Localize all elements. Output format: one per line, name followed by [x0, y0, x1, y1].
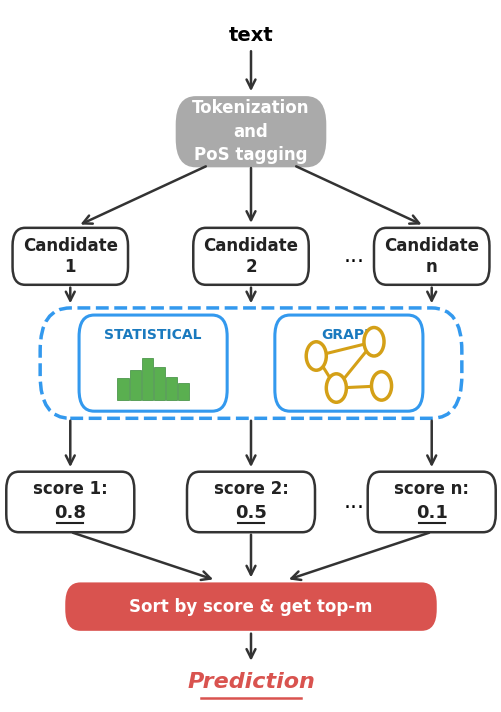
FancyBboxPatch shape	[193, 228, 308, 285]
Text: text: text	[228, 26, 273, 45]
FancyBboxPatch shape	[13, 228, 128, 285]
Circle shape	[371, 372, 391, 400]
FancyBboxPatch shape	[65, 582, 436, 631]
Text: GRAPH: GRAPH	[321, 328, 376, 342]
Text: Candidate
n: Candidate n	[383, 237, 478, 276]
Text: score n:: score n:	[393, 480, 468, 498]
Circle shape	[363, 328, 383, 356]
FancyBboxPatch shape	[7, 471, 134, 533]
Text: 0.8: 0.8	[54, 504, 86, 523]
FancyBboxPatch shape	[367, 471, 494, 533]
Circle shape	[326, 374, 346, 402]
Text: Candidate
2: Candidate 2	[203, 237, 298, 276]
FancyBboxPatch shape	[165, 377, 176, 400]
Text: Prediction: Prediction	[187, 672, 314, 692]
Text: ...: ...	[343, 246, 364, 266]
FancyBboxPatch shape	[186, 471, 314, 533]
Circle shape	[306, 342, 326, 370]
FancyBboxPatch shape	[177, 383, 188, 400]
FancyBboxPatch shape	[175, 96, 326, 167]
Text: score 1:: score 1:	[33, 480, 107, 498]
Text: Sort by score & get top-m: Sort by score & get top-m	[129, 597, 372, 616]
FancyBboxPatch shape	[79, 315, 226, 412]
FancyBboxPatch shape	[117, 379, 128, 400]
Text: STATISTICAL: STATISTICAL	[104, 328, 201, 342]
FancyBboxPatch shape	[373, 228, 488, 285]
Text: score 2:: score 2:	[213, 480, 288, 498]
Text: 0.5: 0.5	[234, 504, 267, 523]
Text: Candidate
1: Candidate 1	[23, 237, 118, 276]
Text: 0.1: 0.1	[415, 504, 447, 523]
Text: Tokenization
and
PoS tagging: Tokenization and PoS tagging	[192, 99, 309, 164]
Text: ...: ...	[343, 492, 364, 512]
FancyBboxPatch shape	[129, 370, 140, 400]
FancyBboxPatch shape	[141, 359, 152, 400]
FancyBboxPatch shape	[153, 367, 164, 400]
FancyBboxPatch shape	[275, 315, 422, 412]
